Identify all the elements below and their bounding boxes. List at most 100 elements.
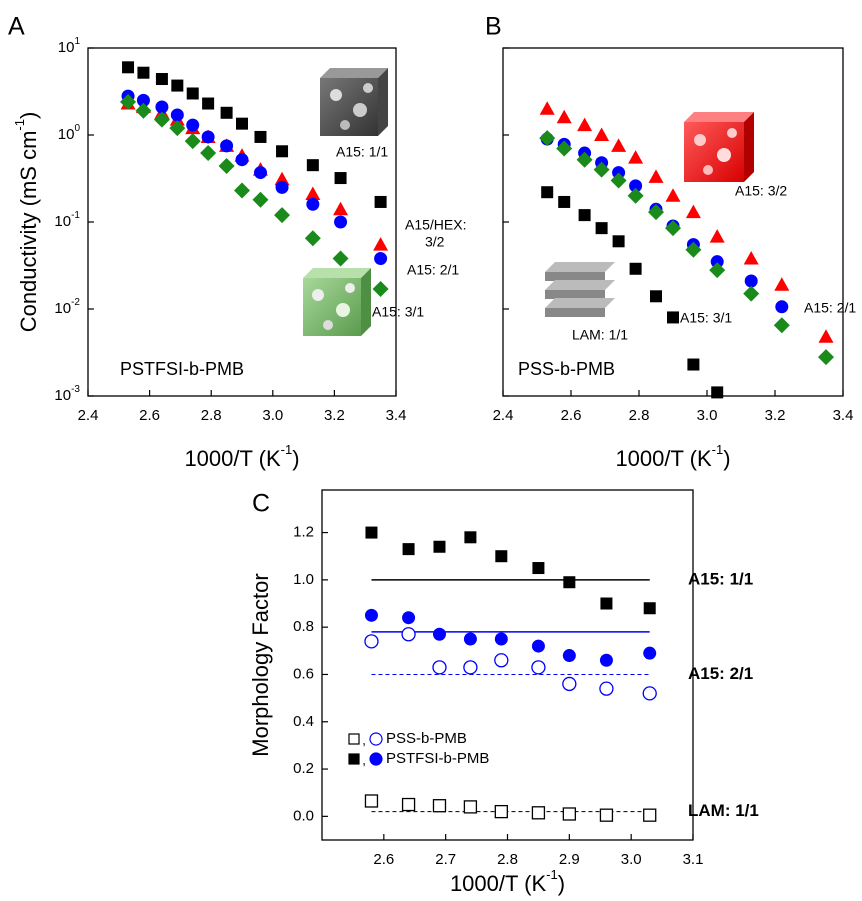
legend-label: PSS-b-PMB — [386, 730, 467, 747]
axis-title-text: ) — [723, 446, 730, 471]
marker-circle — [275, 180, 289, 194]
marker-triangle — [628, 150, 644, 164]
marker-circle — [463, 660, 478, 675]
marker-triangle — [577, 117, 593, 132]
x-tick-label: 2.7 — [435, 851, 456, 868]
marker-triangle — [743, 251, 759, 265]
marker-square — [578, 209, 591, 222]
legend-symbol — [348, 753, 360, 765]
annotation: PSTFSI-b-PMB — [120, 359, 244, 379]
marker-square — [667, 311, 679, 324]
annotation: A15: 3/2 — [735, 183, 787, 199]
y-tick-label-sup: 0 — [74, 123, 80, 134]
annotation: A15: 2/1 — [804, 300, 856, 316]
panel-label: A — [8, 13, 25, 41]
legend-symbol — [369, 752, 383, 766]
marker-circle — [710, 255, 724, 269]
marker-square — [155, 73, 168, 86]
marker-square — [137, 66, 150, 79]
marker-diamond — [184, 133, 201, 150]
y-tick-label-base: 10 — [58, 126, 75, 143]
marker-circle — [494, 632, 508, 646]
marker-circle — [235, 153, 249, 167]
axis-title: Morphology Factor — [248, 573, 273, 756]
axis-title-text: 1000/T (K — [615, 446, 712, 471]
marker-square — [236, 117, 248, 130]
y-tick-label-base: 1.2 — [293, 524, 314, 541]
x-tick-label: 2.8 — [201, 407, 222, 424]
x-tick-label: 2.6 — [373, 851, 394, 868]
y-tick-label: 10-2 — [54, 297, 80, 317]
marker-circle — [220, 139, 234, 153]
marker-circle — [401, 627, 416, 642]
marker-triangle — [611, 138, 627, 152]
y-tick-label-base: 10 — [58, 39, 75, 56]
marker-diamond — [332, 250, 349, 267]
marker-diamond — [773, 317, 790, 334]
marker-diamond — [685, 241, 702, 258]
marker-circle — [432, 660, 447, 675]
x-tick-label: 2.4 — [493, 407, 514, 424]
marker-square — [432, 799, 447, 813]
x-tick-label: 2.6 — [139, 407, 160, 424]
marker-diamond — [627, 187, 644, 204]
y-tick-label: 0.2 — [293, 760, 314, 777]
y-tick-label-sup: -2 — [71, 297, 80, 308]
y-tick-label-sup: -1 — [71, 210, 80, 221]
marker-diamond — [135, 102, 152, 119]
marker-triangle — [274, 171, 290, 186]
marker-diamond — [234, 182, 250, 199]
annotation: PSS-b-PMB — [518, 359, 615, 379]
x-tick-label: 2.8 — [629, 407, 650, 424]
x-tick-label: 3.1 — [683, 851, 704, 868]
marker-square — [171, 79, 184, 92]
plot-frame — [321, 489, 694, 841]
marker-triangle — [685, 204, 701, 219]
x-tick-label: 3.4 — [833, 407, 854, 424]
marker-circle — [306, 197, 320, 211]
marker-square — [254, 130, 267, 143]
marker-diamond — [556, 140, 573, 157]
marker-square — [541, 186, 554, 199]
y-tick-label-base: 10 — [54, 213, 71, 230]
lamellae — [545, 262, 615, 317]
y-tick-label: 0.6 — [293, 665, 314, 682]
marker-circle — [599, 681, 614, 696]
marker-square — [711, 386, 724, 399]
legend-label: PSTFSI-b-PMB — [386, 750, 489, 767]
y-tick-label: 0.4 — [293, 713, 314, 730]
axis-title: Conductivity (mS cm-1) — [12, 112, 40, 333]
marker-circle — [364, 634, 379, 649]
y-tick-label: 0.8 — [293, 618, 314, 635]
y-tick-label: 1.0 — [293, 571, 314, 588]
marker-circle — [629, 179, 643, 193]
marker-diamond — [153, 111, 170, 128]
axis-title-text: 1000/T (K — [184, 446, 281, 471]
axis-title-text: ) — [558, 871, 565, 896]
marker-circle — [170, 108, 184, 122]
marker-triangle — [333, 201, 349, 216]
marker-square — [600, 597, 613, 610]
marker-diamond — [252, 191, 269, 208]
marker-triangle — [648, 169, 664, 183]
marker-triangle — [594, 127, 610, 141]
y-tick-label-base: 0.8 — [293, 618, 314, 635]
marker-square — [595, 222, 608, 235]
marker-square — [495, 550, 508, 563]
annotation: A15: 3/1 — [372, 304, 424, 320]
marker-diamond — [539, 130, 556, 147]
marker-circle — [334, 215, 348, 229]
marker-square — [364, 794, 379, 808]
marker-triangle — [556, 109, 572, 124]
y-tick-label-base: 1.0 — [293, 571, 314, 588]
marker-diamond — [610, 172, 627, 189]
reference-label: LAM: 1/1 — [688, 801, 759, 820]
axis-title-text: Conductivity (mS cm — [16, 131, 41, 333]
marker-diamond — [709, 262, 726, 279]
y-tick-label-base: 0.2 — [293, 760, 314, 777]
cube-red — [684, 112, 754, 182]
marker-square — [334, 172, 347, 185]
marker-square — [629, 262, 642, 275]
marker-circle — [531, 639, 545, 653]
